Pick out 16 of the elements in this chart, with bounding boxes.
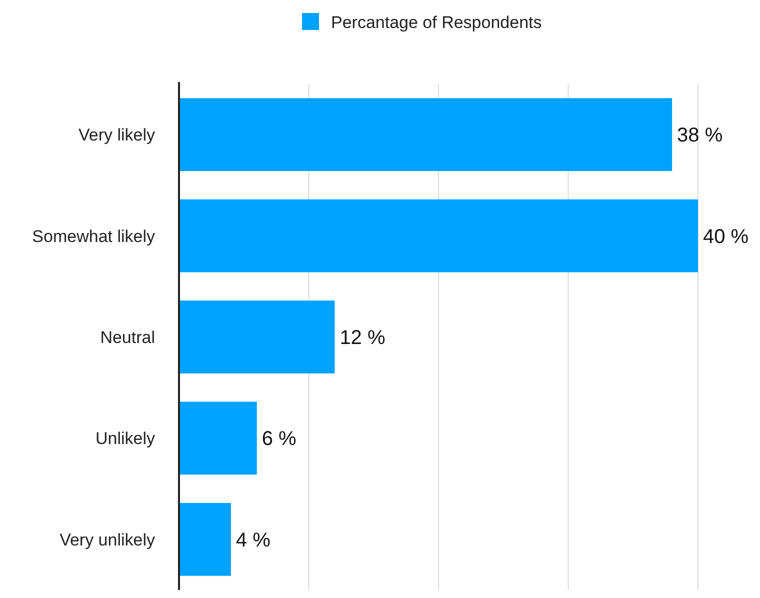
legend-label: Percantage of Respondents (331, 12, 542, 32)
bar (179, 300, 335, 374)
bar (179, 98, 672, 172)
bar (179, 502, 231, 576)
y-tick-label: Unlikely (95, 429, 156, 448)
bar (179, 199, 698, 272)
data-label: 6 % (262, 428, 297, 450)
y-tick-label: Very unlikely (60, 530, 156, 550)
y-tick-label: Somewhat likely (32, 226, 156, 246)
data-label: 4 % (236, 529, 271, 552)
data-label: 38 % (677, 124, 723, 147)
y-tick-label: Very likely (78, 126, 156, 145)
data-label: 12 % (340, 327, 386, 349)
bar (179, 402, 257, 475)
y-tick-label: Neutral (100, 328, 155, 347)
data-label: 40 % (703, 226, 749, 248)
